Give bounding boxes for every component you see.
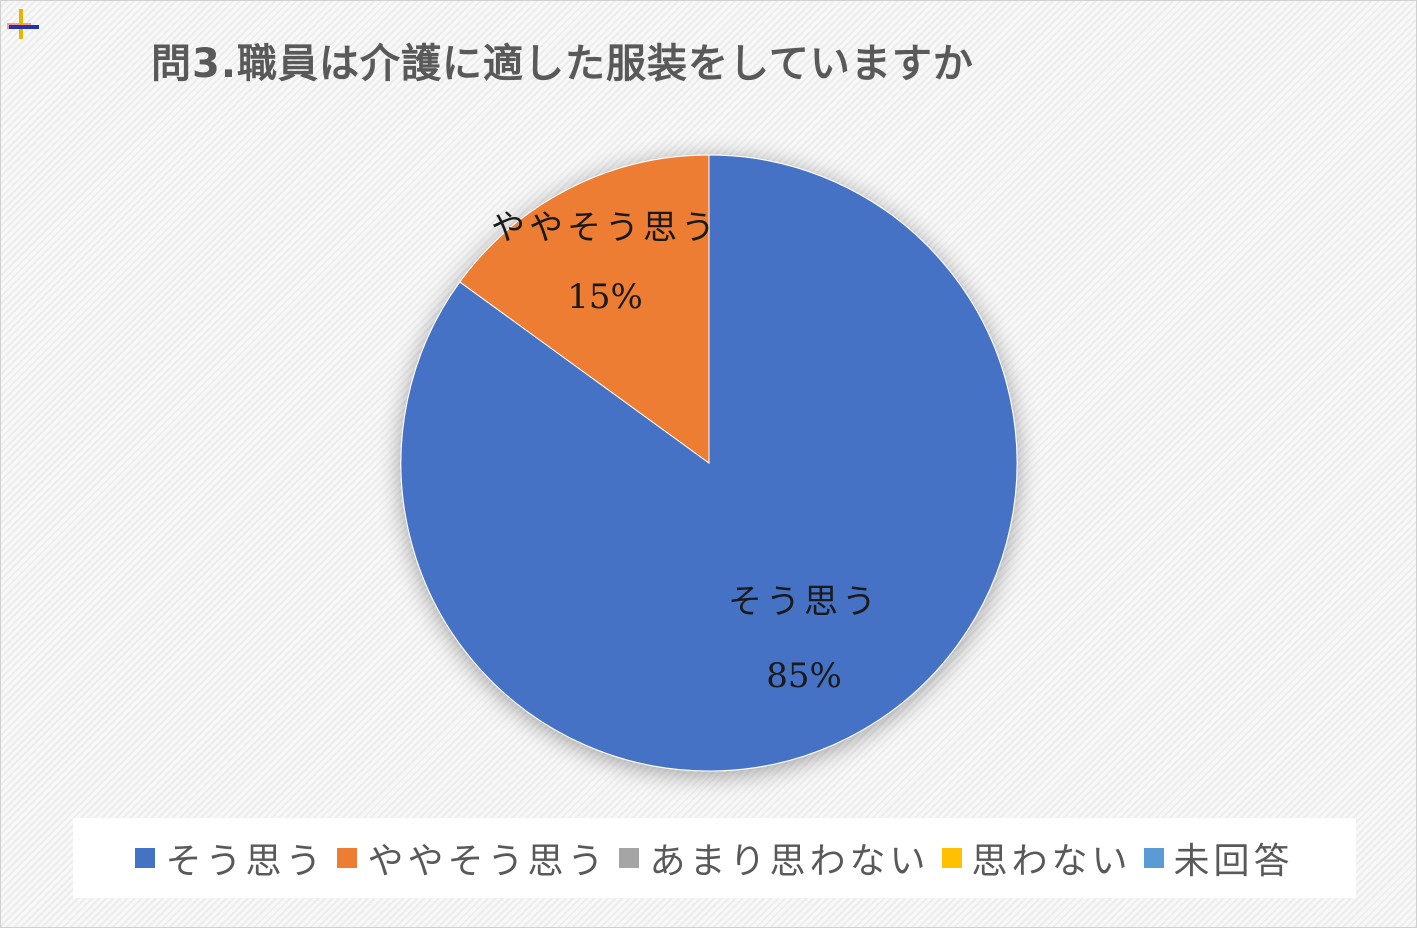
legend-swatch bbox=[135, 848, 156, 868]
pie-data-labels: そう思う 85% ややそう思う 15% bbox=[491, 208, 880, 696]
legend-item-3: 思わない bbox=[941, 832, 1132, 884]
pie-slices bbox=[400, 154, 1018, 772]
legend-swatch bbox=[1143, 848, 1164, 868]
chart-title: 問3.職員は介護に適した服装をしていますか bbox=[151, 41, 974, 87]
legend-swatch bbox=[619, 848, 640, 868]
data-label-category-0: そう思う bbox=[728, 582, 880, 622]
legend-label: ややそう思う bbox=[367, 841, 608, 882]
legend-item-4: 未回答 bbox=[1143, 832, 1294, 884]
legend-label: 未回答 bbox=[1173, 841, 1294, 882]
legend-label: そう思う bbox=[165, 841, 326, 882]
legend-swatch bbox=[941, 848, 962, 868]
legend-label: 思わない bbox=[971, 841, 1132, 882]
data-label-value-0: 85% bbox=[766, 656, 842, 696]
data-label-category-1: ややそう思う bbox=[491, 208, 719, 248]
legend-item-1: ややそう思う bbox=[337, 832, 607, 884]
legend-swatch bbox=[337, 848, 358, 868]
data-label-value-1: 15% bbox=[567, 277, 643, 317]
legend-label: あまり思わない bbox=[649, 841, 930, 882]
pie-slice-1 bbox=[459, 154, 710, 464]
legend-item-0: そう思う bbox=[135, 832, 325, 884]
legend-item-2: あまり思わない bbox=[619, 832, 929, 884]
plus-marker-icon bbox=[7, 9, 39, 39]
legend: そう思う ややそう思う あまり思わない 思わない 未回答 bbox=[73, 818, 1356, 898]
